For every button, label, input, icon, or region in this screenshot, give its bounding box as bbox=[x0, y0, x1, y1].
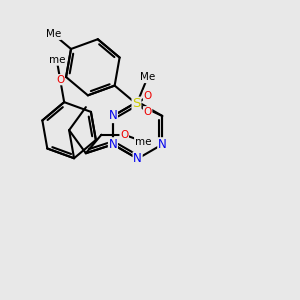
Text: Me: Me bbox=[140, 73, 155, 82]
Text: O: O bbox=[120, 130, 128, 140]
Text: N: N bbox=[109, 110, 117, 122]
Text: N: N bbox=[109, 138, 117, 151]
Text: N: N bbox=[133, 152, 142, 165]
Text: O: O bbox=[56, 75, 64, 85]
Text: O: O bbox=[143, 107, 152, 117]
Text: N: N bbox=[158, 138, 167, 151]
Text: O: O bbox=[143, 91, 152, 101]
Text: me: me bbox=[49, 55, 65, 65]
Text: S: S bbox=[132, 98, 141, 110]
Text: me: me bbox=[135, 136, 151, 146]
Text: Me: Me bbox=[46, 29, 61, 39]
